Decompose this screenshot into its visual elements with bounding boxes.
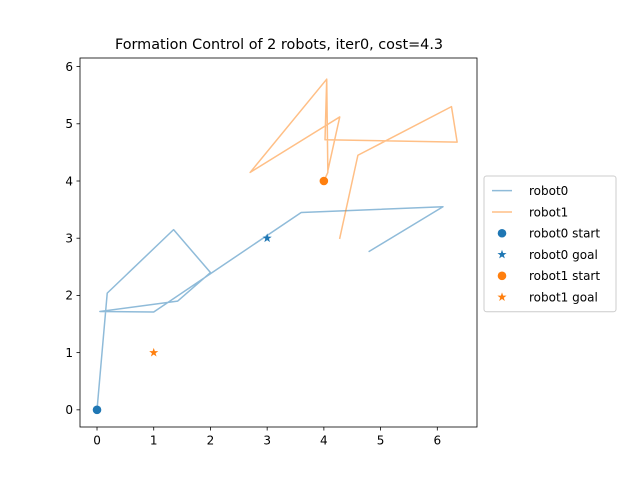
series-line-robot1 — [249, 78, 458, 240]
legend-swatch-robot0-start — [497, 228, 507, 238]
legend-label-robot1-goal: robot1 goal — [529, 290, 598, 304]
plot-area: 0 1 2 3 4 5 6 0 1 2 3 4 5 6 — [65, 57, 478, 448]
y-tick-label: 3 — [65, 232, 73, 246]
y-tick-label: 2 — [65, 289, 73, 303]
legend-frame — [483, 175, 617, 313]
x-tick-label: 5 — [377, 434, 385, 448]
y-tick-label: 6 — [65, 60, 73, 74]
marker-robot1-start — [319, 176, 329, 186]
axes-frame — [79, 57, 478, 428]
x-tick-label: 4 — [320, 434, 328, 448]
legend: robot0 robot1 robot0 start robot0 goal robot… — [483, 175, 617, 313]
legend-label-robot0-goal: robot0 goal — [529, 248, 598, 262]
y-tick-label: 5 — [65, 117, 73, 131]
legend-swatch-robot1-start — [497, 271, 507, 281]
marker-robot1-goal — [149, 347, 159, 357]
legend-label-robot0: robot0 — [529, 184, 568, 198]
series-line-robot0 — [96, 205, 444, 411]
legend-label-robot1: robot1 — [529, 205, 568, 219]
x-tick-label: 2 — [207, 434, 215, 448]
marker-robot0-goal — [262, 233, 272, 243]
x-tick-label: 1 — [150, 434, 158, 448]
y-tick-label: 0 — [65, 403, 73, 417]
x-tick-label: 3 — [263, 434, 271, 448]
y-tick-label: 1 — [65, 346, 73, 360]
y-tick-label: 4 — [65, 174, 73, 188]
x-tick-label: 0 — [93, 434, 101, 448]
legend-swatch-robot0-goal — [497, 249, 507, 259]
marker-robot0-start — [92, 405, 102, 415]
x-tick-label: 6 — [433, 434, 441, 448]
chart-title: Formation Control of 2 robots, iter0, co… — [115, 37, 443, 53]
legend-label-robot0-start: robot0 start — [529, 227, 600, 241]
legend-swatch-robot1-goal — [497, 292, 507, 302]
legend-label-robot1-start: robot1 start — [529, 269, 600, 283]
